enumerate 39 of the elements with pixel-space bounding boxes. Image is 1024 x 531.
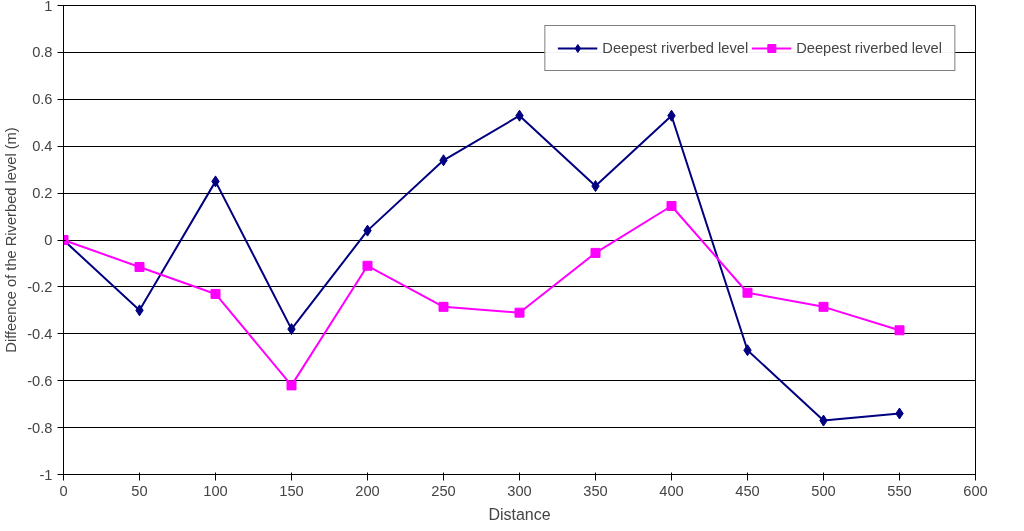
x-tick-label: 100 xyxy=(203,482,228,499)
y-tick-label: 0.8 xyxy=(32,44,53,61)
x-tick-label: 550 xyxy=(887,482,912,499)
point xyxy=(590,247,601,258)
y-tick-label: 0.6 xyxy=(32,91,53,108)
y-tick-label: 1 xyxy=(44,0,53,14)
legend-label: Deepest riverbed level xyxy=(796,40,942,56)
x-tick-label: 450 xyxy=(735,482,760,499)
x-tick-label: 50 xyxy=(131,482,148,499)
y-tick-label: -0.4 xyxy=(27,325,53,342)
point xyxy=(210,288,221,299)
y-tick-label: -0.8 xyxy=(27,419,53,436)
y-tick-label: 0.2 xyxy=(32,185,53,202)
point xyxy=(362,260,373,271)
x-tick-label: 300 xyxy=(507,482,532,499)
x-tick-label: 500 xyxy=(811,482,836,499)
y-tick-label: 0 xyxy=(44,232,53,248)
y-axis-title: Diffeence of the Riverbed level (m) xyxy=(3,127,20,353)
x-tick-label: 250 xyxy=(431,482,456,499)
y-tick-label: 0.4 xyxy=(32,138,53,155)
x-tick-label: 350 xyxy=(583,482,608,499)
y-tick-label: -0.6 xyxy=(27,372,53,389)
y-tick-label: -0.2 xyxy=(27,278,53,295)
point xyxy=(666,201,677,211)
point xyxy=(742,287,753,298)
x-tick-label: 200 xyxy=(355,482,380,499)
x-tick-label: 150 xyxy=(279,482,304,499)
x-tick-label: 600 xyxy=(963,482,988,499)
point xyxy=(818,301,829,312)
y-tick-label: -1 xyxy=(39,466,53,483)
x-tick-label: 400 xyxy=(659,482,684,499)
x-tick-label: 0 xyxy=(59,482,68,499)
point xyxy=(286,380,297,391)
point xyxy=(134,261,145,272)
point xyxy=(438,301,449,312)
point xyxy=(514,307,525,318)
x-axis-title: Distance xyxy=(488,505,551,523)
point xyxy=(894,325,905,336)
legend-label: Deepest riverbed level xyxy=(602,40,749,56)
